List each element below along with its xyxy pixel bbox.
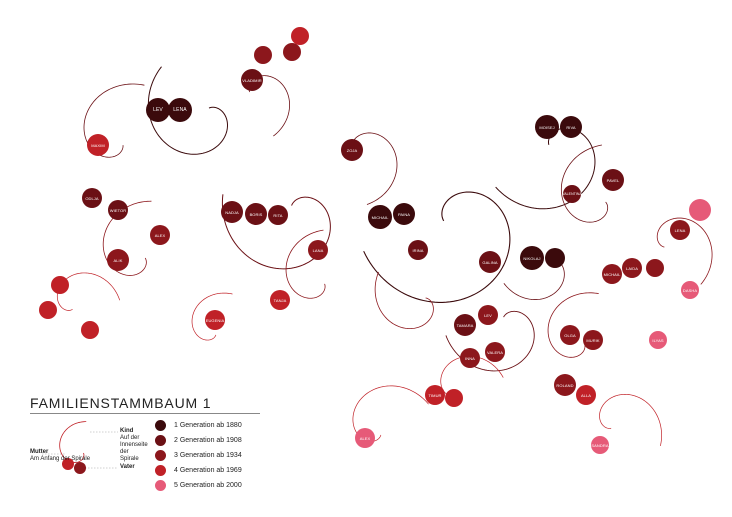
legend-dot: [155, 480, 166, 491]
legend-label: 1 Generation ab 1880: [174, 422, 242, 429]
family-node: PAVEL: [602, 169, 624, 191]
family-node: OLGA: [560, 325, 580, 345]
family-node: VALERA: [485, 342, 505, 362]
legend-dot: [155, 465, 166, 476]
family-node: [646, 259, 664, 277]
family-node: MOISEJ: [535, 115, 559, 139]
spiral-curve: [600, 394, 662, 446]
legend-key-figure: KindAuf der Innenseite der SpiraleMutter…: [30, 416, 140, 496]
family-node: MICHAIL: [602, 264, 622, 284]
legend-row: 2 Generation ab 1908: [155, 435, 242, 446]
diagram-title: FAMILIENSTAMMBAUM 1: [30, 395, 211, 411]
family-node: LEV: [478, 305, 498, 325]
family-node: ALIK: [107, 249, 129, 271]
family-node: MURIK: [583, 330, 603, 350]
family-node: LEV: [146, 98, 170, 122]
family-node: [283, 43, 301, 61]
family-node: [254, 46, 272, 64]
key-label: Vater: [120, 464, 135, 471]
legend-dot: [155, 420, 166, 431]
legend-dot: [155, 435, 166, 446]
family-node: TANJA: [270, 290, 290, 310]
legend-label: 3 Generation ab 1934: [174, 452, 242, 459]
legend-label: 2 Generation ab 1908: [174, 437, 242, 444]
title-rule: [30, 413, 260, 414]
legend-row: 3 Generation ab 1934: [155, 450, 242, 461]
legend-row: 1 Generation ab 1880: [155, 420, 242, 431]
family-node: [291, 27, 309, 45]
legend-dot: [155, 450, 166, 461]
key-label: Mutter: [30, 449, 48, 456]
family-node: RIVA: [560, 116, 582, 138]
family-node: IRINA: [408, 240, 428, 260]
spiral-curve: [561, 145, 607, 222]
diagram-stage: LEVLENAVLADIMIRMAXIMODLJAWIETORALEXALIKN…: [0, 0, 732, 517]
family-node: BORIS: [245, 203, 267, 225]
family-node: [51, 276, 69, 294]
legend-label: 5 Generation ab 2000: [174, 482, 242, 489]
key-label: Auf der Innenseite der Spirale: [120, 435, 148, 463]
family-node: RITA: [268, 205, 288, 225]
family-node: ALEX: [355, 428, 375, 448]
family-node: PAINA: [393, 203, 415, 225]
family-node: ALEX: [150, 225, 170, 245]
family-node: ODLJA: [82, 188, 102, 208]
family-node: LENA: [670, 220, 690, 240]
family-node: ILYAS: [649, 331, 667, 349]
family-node: DASHA: [681, 281, 699, 299]
family-node: NADJA: [221, 201, 243, 223]
family-node: WIETOR: [108, 200, 128, 220]
family-node: ALLA: [576, 385, 596, 405]
family-node: [689, 199, 711, 221]
family-node: ZOJA: [341, 139, 363, 161]
family-node: SANDRA: [591, 436, 609, 454]
family-node: NIKOLAJ: [520, 246, 544, 270]
legend: 1 Generation ab 1880 2 Generation ab 1908…: [155, 420, 242, 495]
family-node: TIMUR: [425, 385, 445, 405]
family-node: [81, 321, 99, 339]
family-node: VLADIMIR: [241, 69, 263, 91]
family-node: LENA: [168, 98, 192, 122]
family-node: MAXIM: [87, 134, 109, 156]
family-node: VALENTINA: [563, 185, 581, 203]
family-node: [445, 389, 463, 407]
family-node: ROLAND: [554, 374, 576, 396]
family-node: LAIDA: [622, 258, 642, 278]
legend-row: 4 Generation ab 1969: [155, 465, 242, 476]
key-label: Kind: [120, 428, 133, 435]
family-node: [545, 248, 565, 268]
legend-row: 5 Generation ab 2000: [155, 480, 242, 491]
legend-label: 4 Generation ab 1969: [174, 467, 242, 474]
family-node: EUGENIA: [205, 310, 225, 330]
family-node: TAMARA: [454, 314, 476, 336]
family-node: GALINA: [479, 251, 501, 273]
family-node: LANA: [308, 240, 328, 260]
family-node: [39, 301, 57, 319]
family-node: MICHAIL: [368, 205, 392, 229]
key-label: Am Anfang der Spirale: [30, 456, 90, 463]
family-node: INNA: [460, 348, 480, 368]
spiral-curve: [375, 272, 433, 329]
